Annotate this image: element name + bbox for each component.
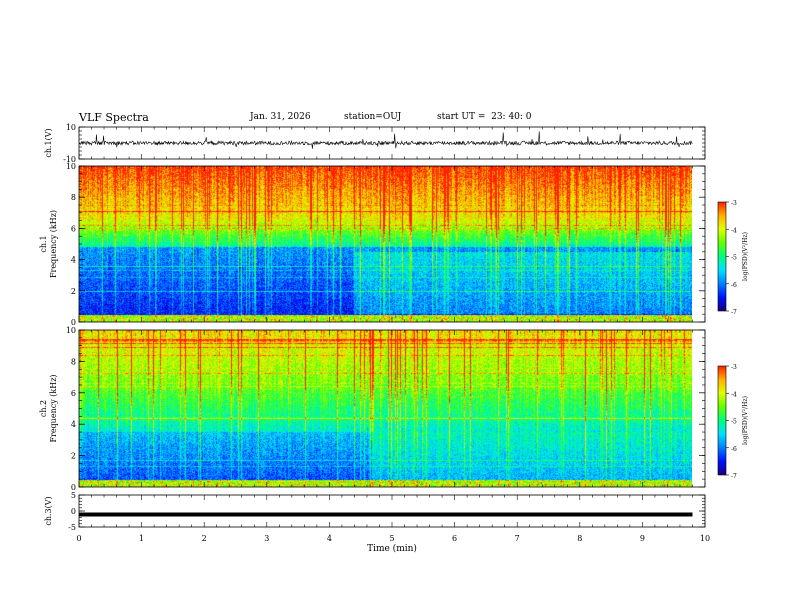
y-tick-label: -5 — [68, 523, 76, 532]
x-tick-label: 0 — [76, 534, 81, 543]
y-tick-label: 6 — [71, 389, 76, 398]
date-label: Jan. 31, 2026 — [250, 112, 311, 122]
station-label: station=OUJ — [344, 112, 402, 122]
colorbar-tick-label: -5 — [731, 255, 737, 262]
x-tick-label: 6 — [452, 534, 457, 543]
x-tick-label: 8 — [577, 534, 582, 543]
y-axis-label: Frequency (kHz) — [49, 210, 58, 278]
y-tick-label: 6 — [71, 224, 76, 233]
colorbar-tick-label: -7 — [731, 473, 737, 480]
ch1-waveform-trace — [78, 131, 693, 149]
colorbar-tick-label: -7 — [731, 309, 737, 316]
y-tick-label: 5 — [71, 491, 76, 500]
y-axis-label: ch.2 — [39, 400, 48, 417]
y-tick-label: 8 — [71, 193, 76, 202]
y-tick-label: 0 — [71, 507, 76, 516]
y-tick-label: 10 — [66, 326, 76, 335]
colorbar-ch1 — [717, 201, 727, 312]
colorbar-tick-label: -3 — [731, 200, 737, 207]
x-tick-label: 10 — [700, 534, 710, 543]
x-axis-label: Time (min) — [367, 543, 417, 554]
y-tick-label: 2 — [71, 452, 76, 461]
y-tick-label: 10 — [66, 123, 76, 132]
y-tick-label: 0 — [71, 318, 76, 327]
y-tick-label: 10 — [66, 162, 76, 171]
colorbar-tick-label: -6 — [731, 446, 737, 453]
y-tick-label: 4 — [71, 256, 76, 265]
y-axis-label: Frequency (kHz) — [49, 374, 58, 442]
ch2-spectrogram-image — [79, 330, 692, 487]
y-axis-label: ch.3(V) — [44, 496, 53, 525]
y-axis-label: ch.1(V) — [44, 128, 53, 157]
figure-title: VLF Spectra — [79, 111, 149, 124]
y-axis-label: ch.1 — [39, 235, 48, 252]
start-time-label: start UT = 23: 40: 0 — [437, 112, 532, 122]
x-tick-label: 9 — [640, 534, 645, 543]
x-tick-label: 4 — [327, 534, 332, 543]
x-tick-label: 7 — [515, 534, 520, 543]
x-tick-label: 3 — [264, 534, 269, 543]
colorbar-label: log(PSD)(V²/Hz) — [742, 232, 749, 281]
ch1-spectrogram-image — [79, 166, 692, 322]
y-tick-label: 4 — [71, 420, 76, 429]
colorbar-tick-label: -4 — [731, 227, 737, 234]
y-tick-label: 2 — [71, 287, 76, 296]
y-tick-label: -10 — [63, 155, 76, 164]
x-tick-label: 5 — [389, 534, 394, 543]
colorbar-tick-label: -5 — [731, 419, 737, 426]
colorbar-label: log(PSD)(V²/Hz) — [742, 396, 749, 445]
colorbar-tick-label: -6 — [731, 282, 737, 289]
colorbar-tick-label: -3 — [731, 364, 737, 371]
colorbar-tick-label: -4 — [731, 391, 737, 398]
y-tick-label: 0 — [71, 483, 76, 492]
y-tick-label: 8 — [71, 357, 76, 366]
colorbar-ch2 — [717, 365, 727, 476]
x-tick-label: 2 — [202, 534, 207, 543]
x-tick-label: 1 — [139, 534, 144, 543]
